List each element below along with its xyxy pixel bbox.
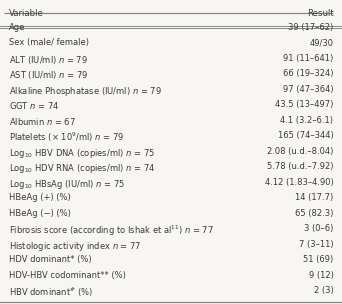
Text: 165 (74–344): 165 (74–344) [278, 131, 333, 140]
Text: Variable: Variable [9, 9, 43, 18]
Text: 39 (17–62): 39 (17–62) [288, 22, 333, 32]
Text: HBV dominant$^{\#}$ (%): HBV dominant$^{\#}$ (%) [9, 286, 93, 299]
Text: 49/30: 49/30 [310, 38, 333, 47]
Text: Platelets (× 10$^{9}$/ml) $n$ = 79: Platelets (× 10$^{9}$/ml) $n$ = 79 [9, 131, 124, 144]
Text: HBeAg (−) (%): HBeAg (−) (%) [9, 209, 70, 218]
Text: 4.1 (3.2–6.1): 4.1 (3.2–6.1) [280, 116, 333, 125]
Text: Albumin $n$ = 67: Albumin $n$ = 67 [9, 116, 75, 126]
Text: Log$_{10}$ HBsAg (IU/ml) $n$ = 75: Log$_{10}$ HBsAg (IU/ml) $n$ = 75 [9, 178, 125, 191]
Text: Log$_{10}$ HBV DNA (copies/ml) $n$ = 75: Log$_{10}$ HBV DNA (copies/ml) $n$ = 75 [9, 147, 155, 160]
Text: 2 (3): 2 (3) [314, 286, 333, 295]
Text: 65 (82.3): 65 (82.3) [295, 209, 333, 218]
Text: ALT (IU/ml) $n$ = 79: ALT (IU/ml) $n$ = 79 [9, 54, 88, 66]
Text: Result: Result [307, 9, 333, 18]
Text: Age: Age [9, 22, 25, 32]
Text: HDV-HBV codominant** (%): HDV-HBV codominant** (%) [9, 271, 126, 280]
Text: 3 (0–6): 3 (0–6) [304, 224, 333, 233]
Text: AST (IU/ml) $n$ = 79: AST (IU/ml) $n$ = 79 [9, 69, 88, 81]
Text: 5.78 (u.d.–7.92): 5.78 (u.d.–7.92) [267, 162, 333, 171]
Text: GGT $n$ = 74: GGT $n$ = 74 [9, 100, 59, 111]
Text: Alkaline Phosphatase (IU/ml) $n$ = 79: Alkaline Phosphatase (IU/ml) $n$ = 79 [9, 85, 161, 98]
Text: 7 (3–11): 7 (3–11) [299, 240, 333, 249]
Text: 43.5 (13–497): 43.5 (13–497) [275, 100, 333, 109]
Text: Log$_{10}$ HDV RNA (copies/ml) $n$ = 74: Log$_{10}$ HDV RNA (copies/ml) $n$ = 74 [9, 162, 155, 175]
Text: 9 (12): 9 (12) [308, 271, 333, 280]
Text: Histologic activity index $n$ = 77: Histologic activity index $n$ = 77 [9, 240, 141, 253]
Text: 66 (19–324): 66 (19–324) [283, 69, 333, 78]
Text: 51 (69): 51 (69) [303, 255, 333, 264]
Text: 97 (47–364): 97 (47–364) [283, 85, 333, 94]
Text: Sex (male/ female): Sex (male/ female) [9, 38, 89, 47]
Text: 4.12 (1.83–4.90): 4.12 (1.83–4.90) [265, 178, 333, 187]
Text: 91 (11–641): 91 (11–641) [283, 54, 333, 63]
Text: Fibrosis score (according to Ishak et al$^{11}$) $n$ = 77: Fibrosis score (according to Ishak et al… [9, 224, 213, 238]
Text: HBeAg (+) (%): HBeAg (+) (%) [9, 193, 70, 202]
Text: HDV dominant* (%): HDV dominant* (%) [9, 255, 91, 264]
Text: 2.08 (u.d.–8.04): 2.08 (u.d.–8.04) [267, 147, 333, 156]
Text: 14 (17.7): 14 (17.7) [295, 193, 333, 202]
